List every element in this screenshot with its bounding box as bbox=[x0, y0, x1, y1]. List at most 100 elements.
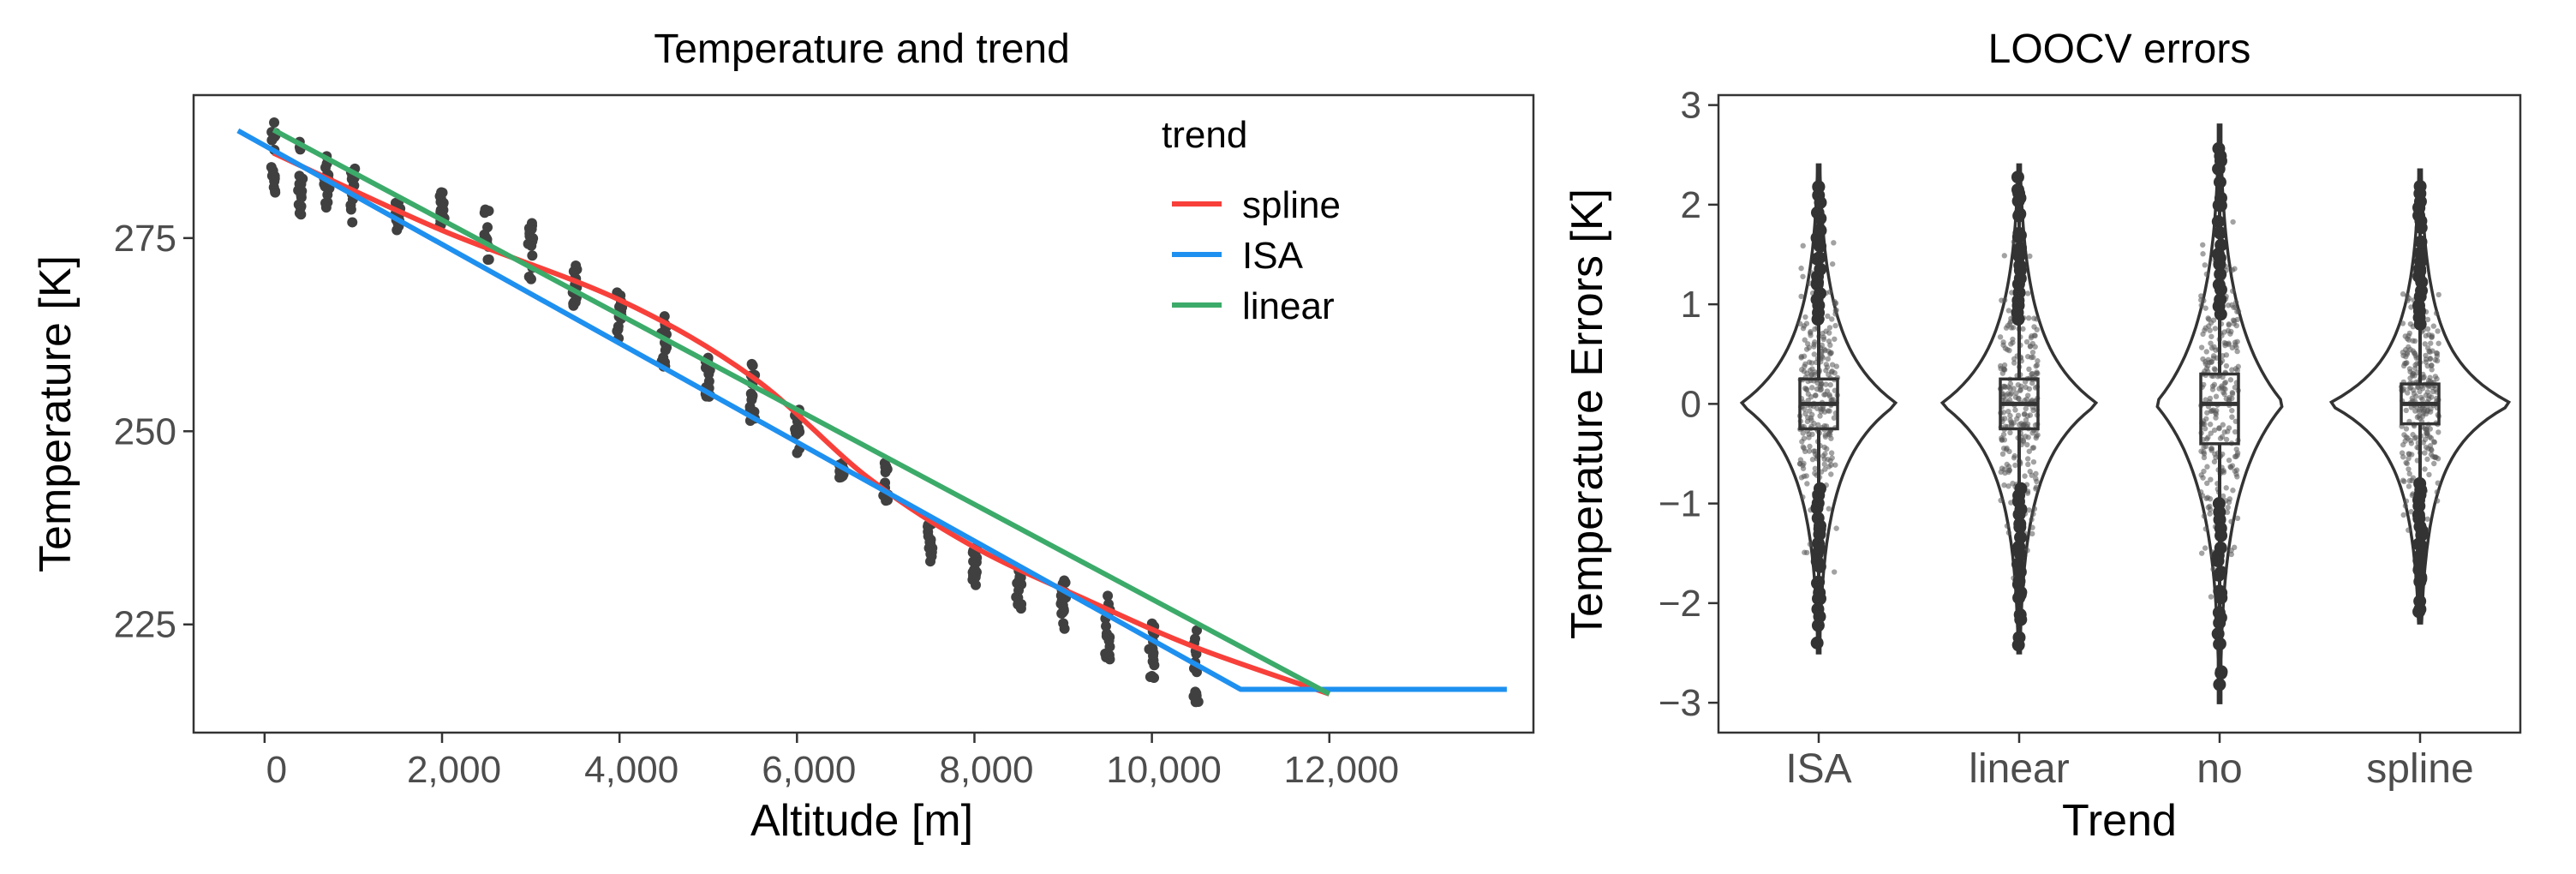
y-tick-label: 3 bbox=[1681, 85, 1701, 127]
jitter-point bbox=[2030, 445, 2037, 451]
box bbox=[2199, 372, 2240, 446]
outlier-point bbox=[2214, 238, 2228, 252]
outlier-point bbox=[2014, 613, 2028, 626]
jitter-point bbox=[2210, 355, 2217, 362]
jitter-point bbox=[2408, 509, 2414, 515]
outlier-point bbox=[2011, 171, 2024, 184]
jitter-point bbox=[2199, 493, 2206, 499]
jitter-point bbox=[2034, 326, 2040, 332]
jitter-point bbox=[2423, 356, 2430, 362]
jitter-point bbox=[2208, 476, 2214, 482]
jitter-point bbox=[2022, 473, 2028, 479]
jitter-point bbox=[2000, 410, 2007, 416]
jitter-point bbox=[2229, 391, 2236, 397]
jitter-point bbox=[2004, 523, 2011, 529]
jitter-point bbox=[2208, 333, 2214, 339]
jitter-point bbox=[2033, 370, 2040, 377]
jitter-point bbox=[2427, 434, 2433, 440]
jitter-point bbox=[1807, 443, 1813, 450]
jitter-point bbox=[2429, 367, 2435, 373]
jitter-point bbox=[2225, 327, 2232, 334]
jitter-point bbox=[2200, 475, 2206, 481]
jitter-point bbox=[2198, 448, 2204, 454]
jitter-point bbox=[1803, 473, 1809, 479]
jitter-point bbox=[2226, 341, 2232, 348]
jitter-point bbox=[1825, 313, 1831, 320]
data-point bbox=[703, 375, 714, 386]
jitter-point bbox=[2210, 317, 2217, 323]
jitter-point bbox=[1827, 342, 1833, 349]
outlier-point bbox=[1811, 206, 1825, 219]
jitter-point bbox=[2431, 460, 2437, 467]
data-point bbox=[925, 538, 936, 549]
jitter-point bbox=[1800, 465, 1807, 471]
jitter-point bbox=[2023, 434, 2029, 440]
jitter-point bbox=[2203, 349, 2209, 355]
jitter-point bbox=[2203, 271, 2210, 278]
scatter-points bbox=[266, 117, 1204, 708]
jitter-point bbox=[2411, 391, 2418, 397]
jitter-point bbox=[2029, 517, 2035, 523]
outlier-point bbox=[2414, 235, 2428, 248]
jitter-point bbox=[1833, 307, 1839, 314]
right-plot-frame bbox=[1717, 93, 2522, 734]
jitter-point bbox=[2207, 511, 2213, 517]
jitter-point bbox=[2029, 524, 2035, 530]
jitter-point bbox=[2200, 251, 2206, 257]
outlier-point bbox=[2214, 267, 2227, 281]
jitter-point bbox=[1811, 351, 1818, 357]
outlier-point bbox=[1814, 262, 1827, 276]
jitter-point bbox=[2024, 441, 2030, 448]
jitter-point bbox=[2001, 366, 2007, 372]
jitter-point bbox=[2023, 416, 2029, 423]
jitter-point bbox=[2226, 321, 2232, 327]
x-tick-label: 6,000 bbox=[762, 749, 856, 791]
jitter-point bbox=[1831, 569, 1838, 575]
data-point bbox=[1144, 644, 1155, 655]
data-point bbox=[1013, 592, 1024, 603]
jitter-point bbox=[1803, 386, 1809, 392]
jitter-point bbox=[2007, 380, 2014, 387]
jitter-point bbox=[1826, 432, 1833, 438]
data-point bbox=[926, 551, 937, 562]
jitter-point bbox=[2228, 518, 2234, 524]
outlier-point bbox=[2211, 554, 2225, 568]
outlier-point bbox=[2214, 665, 2228, 679]
jitter-point bbox=[2416, 408, 2423, 415]
y-tick-label: −3 bbox=[1659, 682, 1701, 724]
jitter-point bbox=[2202, 358, 2208, 365]
data-point bbox=[1104, 632, 1115, 643]
x-tick-label: 4,000 bbox=[584, 749, 678, 791]
jitter-point bbox=[1820, 336, 1827, 343]
jitter-point bbox=[2422, 341, 2428, 347]
jitter-point bbox=[2435, 328, 2441, 334]
data-point bbox=[527, 250, 538, 261]
x-tick-label: linear bbox=[1969, 746, 2069, 792]
jitter-point bbox=[2027, 412, 2034, 418]
jitter-point bbox=[2422, 425, 2428, 432]
jitter-point bbox=[2202, 421, 2208, 428]
data-point bbox=[971, 553, 983, 564]
jitter-point bbox=[1821, 456, 1827, 462]
jitter-point bbox=[2420, 440, 2427, 446]
outlier-point bbox=[1810, 636, 1824, 650]
outlier-point bbox=[2413, 575, 2427, 589]
jitter-point bbox=[2214, 408, 2220, 414]
jitter-point bbox=[1828, 462, 1834, 468]
y-tick-label: −2 bbox=[1659, 583, 1701, 625]
jitter-point bbox=[2422, 466, 2428, 472]
x-tick-label: no bbox=[2196, 746, 2242, 792]
jitter-point bbox=[2425, 344, 2431, 351]
jitter-point bbox=[1797, 320, 1803, 326]
jitter-point bbox=[2201, 454, 2208, 461]
jitter-point bbox=[1825, 408, 1832, 414]
data-point bbox=[569, 296, 580, 308]
jitter-point bbox=[2027, 253, 2033, 260]
legend-title: trend bbox=[1162, 114, 1247, 156]
jitter-point bbox=[2433, 310, 2440, 316]
jitter-point bbox=[1800, 273, 1806, 279]
jitter-point bbox=[1812, 448, 1819, 454]
outlier-points bbox=[2211, 141, 2228, 691]
jitter-point bbox=[2006, 467, 2012, 473]
data-point bbox=[791, 428, 802, 439]
